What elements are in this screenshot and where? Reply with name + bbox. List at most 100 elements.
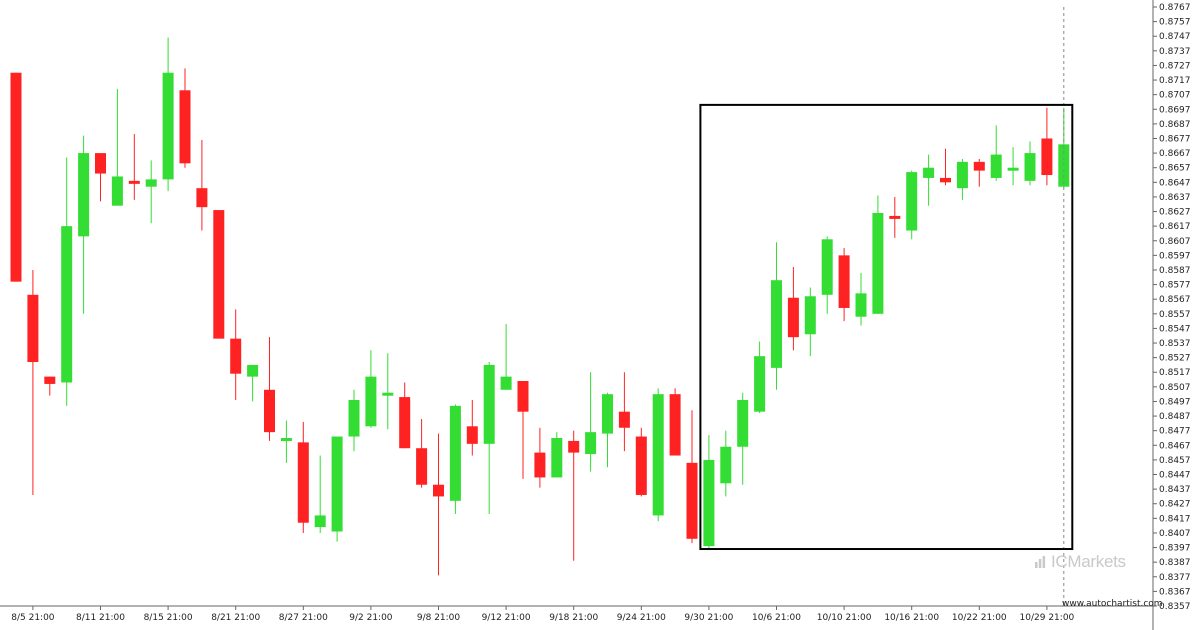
time-tick-label: 10/6 21:00 [752,613,801,623]
candle [602,392,613,468]
candle [247,364,259,402]
price-tick-label: 0.8357 [1159,602,1191,612]
candle-body [602,394,613,434]
candle [568,430,580,561]
candle-body [95,153,106,174]
candle [771,242,782,390]
candle-body [889,215,901,219]
price-tick-label: 0.8757 [1159,18,1191,28]
candle [1041,107,1053,186]
candle-body [737,400,749,447]
candle-body [179,90,191,164]
candle [348,389,360,452]
candle-body [923,167,935,178]
overlay-layer [699,7,1074,606]
time-tick-label: 9/2 21:00 [349,613,393,623]
candle-body [568,440,580,453]
candle [264,337,275,441]
price-tick-label: 0.8537 [1159,339,1191,349]
candle [889,196,901,238]
candle [331,436,343,542]
price-tick-label: 0.8577 [1159,281,1191,291]
price-tick-label: 0.8767 [1159,3,1191,13]
price-tick-label: 0.8437 [1159,485,1191,495]
price-tick-label: 0.8627 [1159,208,1191,218]
price-tick-label: 0.8467 [1159,441,1191,451]
candle-body [264,389,275,433]
price-tick-label: 0.8377 [1159,573,1191,583]
candle [145,160,157,224]
candle-body [635,436,647,495]
candle [838,248,850,322]
candle [483,362,495,514]
candle [44,376,56,396]
price-tick-label: 0.8717 [1159,76,1191,86]
time-tick-label: 8/15 21:00 [144,613,193,623]
candle-body [433,484,444,497]
candle-body [10,72,22,282]
price-tick-label: 0.8737 [1159,47,1191,57]
candle-body [669,394,681,456]
candle [703,435,715,550]
candle [280,420,292,463]
candle [27,269,39,495]
price-tick-label: 0.8617 [1159,222,1191,232]
candle [990,125,1002,181]
candle [754,341,766,414]
candle [196,139,208,231]
candle-body [162,72,174,180]
bars-logo-icon [1035,556,1046,568]
candle-body [61,226,73,383]
candle [956,158,968,200]
candle-body [956,161,968,189]
candle-body [78,153,90,237]
candle [10,72,22,282]
candle [534,427,546,488]
candle [585,372,597,472]
candle [652,388,664,522]
time-tick-label: 9/30 21:00 [684,613,733,623]
price-tick-label: 0.8607 [1159,237,1191,247]
candle-body [686,462,698,539]
candle [517,381,529,479]
price-tick-label: 0.8417 [1159,514,1191,524]
candle-body [247,364,259,377]
candle-body [618,411,630,428]
candle [1007,147,1019,186]
candle-body [500,376,512,390]
broker-watermark: ICMarkets [1035,552,1126,572]
price-tick-label: 0.8427 [1159,500,1191,510]
price-tick-label: 0.8637 [1159,193,1191,203]
candle-body [1007,167,1019,171]
candle-body [551,437,563,478]
candle [635,427,647,497]
candle [365,350,377,428]
candle [433,433,444,576]
candle [230,309,242,401]
candle-body [145,179,157,187]
price-tick-label: 0.8557 [1159,310,1191,320]
time-tick-label: 8/27 21:00 [279,613,328,623]
candle-body [297,442,309,523]
time-tick-label: 10/29 21:00 [1020,613,1075,623]
candle [940,148,951,186]
candle-body [449,405,461,501]
credit-link[interactable]: www.autochartist.com [1062,599,1163,609]
candle [669,388,681,456]
price-tick-label: 0.8367 [1159,587,1191,597]
candle-body [990,154,1002,178]
candle-body [416,448,428,485]
candle [61,157,73,406]
price-tick-label: 0.8527 [1159,354,1191,364]
price-tick-label: 0.8497 [1159,397,1191,407]
candle [923,154,935,206]
price-tick-label: 0.8647 [1159,178,1191,188]
price-tick-label: 0.8747 [1159,32,1191,42]
candle-body [314,515,326,528]
candle [213,210,225,339]
price-tick-label: 0.8687 [1159,120,1191,130]
candle [821,236,833,314]
candles-layer [10,37,1070,576]
candle-body [348,400,360,437]
candle-body [838,255,850,308]
